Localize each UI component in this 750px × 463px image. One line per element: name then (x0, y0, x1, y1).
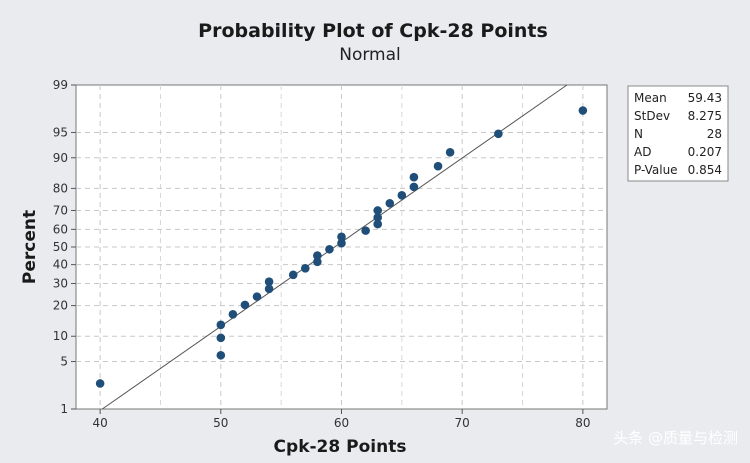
watermark: 头条 @质量与检测 (613, 429, 738, 447)
data-point (313, 257, 322, 267)
data-point (337, 238, 346, 248)
legend-stat-value: 8.275 (688, 109, 722, 123)
fit-line-group (102, 84, 568, 410)
legend-stat-label: N (634, 127, 643, 141)
data-point (397, 191, 407, 200)
x-tick-label: 70 (455, 416, 470, 430)
data-point (95, 379, 105, 388)
x-tick-label: 60 (334, 416, 349, 430)
y-tick-label: 70 (53, 203, 68, 217)
legend-stat-value: 59.43 (688, 91, 722, 105)
data-point (240, 300, 250, 310)
data-point (373, 206, 383, 215)
legend-stat-label: StDev (634, 109, 670, 123)
y-tick-label: 80 (53, 181, 68, 195)
data-point (313, 251, 322, 260)
legend-box (627, 85, 729, 182)
y-tick-label: 50 (53, 240, 68, 254)
legend-stat-value: 0.854 (688, 163, 722, 177)
legend-stat-value: 0.207 (688, 145, 722, 159)
data-point (494, 129, 503, 139)
y-tick-label: 40 (53, 258, 68, 272)
y-tick-label: 5 (60, 355, 68, 369)
data-point (216, 320, 226, 330)
data-point (216, 350, 226, 360)
y-tick-label: 60 (53, 222, 68, 236)
y-tick-label: 90 (53, 151, 68, 165)
data-point (433, 161, 443, 171)
y-axis-label: Percent (20, 210, 40, 284)
data-point (264, 277, 274, 287)
y-tick-label: 10 (53, 329, 68, 343)
y-tick-label: 95 (53, 125, 68, 139)
y-tick-label: 1 (60, 402, 68, 416)
x-tick-label: 80 (575, 416, 590, 430)
chart-subtitle: Normal (339, 45, 401, 65)
x-axis-label: Cpk-28 Points (274, 437, 407, 457)
data-point (288, 270, 298, 280)
data-point (361, 226, 370, 235)
data-point (409, 172, 419, 182)
data-point (373, 219, 383, 229)
data-point (373, 213, 383, 222)
data-point (385, 198, 395, 208)
data-point (445, 148, 455, 157)
x-tick-label: 50 (213, 416, 228, 430)
data-point (409, 182, 419, 192)
legend-stat-value: 28 (707, 127, 722, 141)
fit-line (102, 84, 568, 410)
data-points (95, 106, 588, 388)
y-tick-label: 30 (53, 277, 68, 291)
x-tick-label: 40 (92, 416, 107, 430)
data-point (337, 232, 346, 242)
data-point (264, 284, 274, 294)
data-point (216, 333, 226, 343)
y-tick-label: 99 (53, 78, 68, 92)
data-point (578, 106, 588, 115)
stats-legend: Mean 59.43 StDev 8.275 N 28 AD 0.207 P-Value 0.85… (627, 85, 729, 182)
grid-lines (76, 85, 607, 409)
data-point (325, 244, 334, 254)
chart-title: Probability Plot of Cpk-28 Points (198, 20, 548, 42)
legend-stat-label: P-Value (634, 163, 678, 177)
data-point (252, 292, 262, 301)
data-point (228, 309, 238, 319)
data-point (300, 263, 310, 273)
axis-ticks: 40 50 60 70 80 1 5 10 20 30 40 50 60 70 80 90 95 99 (53, 78, 591, 430)
legend-stat-label: Mean (634, 91, 667, 105)
legend-stat-label: AD (634, 145, 651, 159)
y-tick-label: 20 (53, 299, 68, 313)
